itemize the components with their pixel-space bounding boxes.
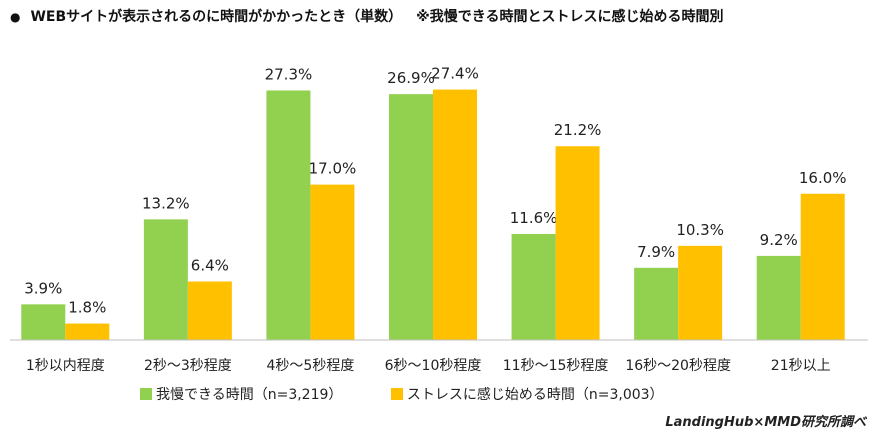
chart-title: ● WEBサイトが表示されるのに時間がかかったとき（単数） ※我慢できる時間とストレ… [10, 6, 724, 26]
legend-item-stress: ストレスに感じ始める時間（n=3,003） [390, 384, 664, 404]
data-label-stress-1: 6.4% [191, 257, 229, 275]
x-tick-label-6: 21秒以上 [771, 358, 831, 374]
bar-tolerable-6 [756, 255, 801, 340]
legend-label-stress: ストレスに感じ始める時間（n=3,003） [406, 387, 664, 403]
chart-note: ※我慢できる時間とストレスに感じ始める時間別 [416, 9, 724, 25]
data-label-stress-6: 16.0% [799, 169, 847, 187]
data-label-tolerable-2: 27.3% [265, 65, 313, 83]
bar-tolerable-2 [266, 90, 311, 340]
chart-legend: 我慢できる時間（n=3,219） ストレスに感じ始める時間（n=3,003） [140, 384, 708, 404]
bar-tolerable-4 [511, 233, 556, 340]
bar-stress-5 [678, 245, 723, 340]
legend-item-tolerable: 我慢できる時間（n=3,219） [140, 384, 342, 404]
legend-swatch-green [140, 388, 152, 400]
data-label-tolerable-4: 11.6% [510, 209, 558, 227]
bar-stress-6 [800, 193, 845, 340]
bullet-icon: ● [10, 10, 21, 24]
bar-stress-0 [65, 323, 110, 340]
x-tick-label-3: 6秒～10秒程度 [385, 358, 482, 374]
x-tick-label-4: 11秒～15秒程度 [503, 358, 609, 374]
x-tick-label-5: 16秒～20秒程度 [625, 358, 731, 374]
x-tick-label-0: 1秒以内程度 [26, 358, 105, 374]
bar-stress-1 [187, 281, 232, 340]
data-label-tolerable-6: 9.2% [760, 231, 798, 249]
data-label-tolerable-1: 13.2% [142, 194, 190, 212]
bar-tolerable-5 [634, 267, 679, 340]
data-label-tolerable-3: 26.9% [387, 69, 435, 87]
data-label-tolerable-0: 3.9% [24, 279, 62, 297]
bar-stress-3 [433, 89, 477, 341]
legend-swatch-yellow [390, 388, 403, 400]
data-label-stress-5: 10.3% [676, 221, 724, 239]
data-label-stress-4: 21.2% [554, 121, 602, 139]
bar-tolerable-3 [389, 94, 433, 340]
legend-label-tolerable: 我慢できる時間（n=3,219） [156, 387, 343, 403]
bar-tolerable-0 [21, 304, 66, 340]
data-label-stress-3: 27.4% [431, 65, 479, 83]
data-label-tolerable-5: 7.9% [637, 243, 675, 261]
x-tick-label-2: 4秒～5秒程度 [267, 358, 355, 374]
data-label-stress-0: 1.8% [68, 299, 106, 317]
bar-stress-2 [310, 184, 355, 340]
bar-tolerable-1 [143, 219, 188, 340]
bar-stress-4 [555, 146, 600, 340]
data-label-stress-2: 17.0% [309, 160, 357, 178]
source-credit: LandingHub×MMD研究所調べ [665, 415, 866, 430]
chart-title-text: WEBサイトが表示されるのに時間がかかったとき（単数） [30, 9, 403, 25]
x-tick-label-1: 2秒～3秒程度 [144, 358, 232, 374]
